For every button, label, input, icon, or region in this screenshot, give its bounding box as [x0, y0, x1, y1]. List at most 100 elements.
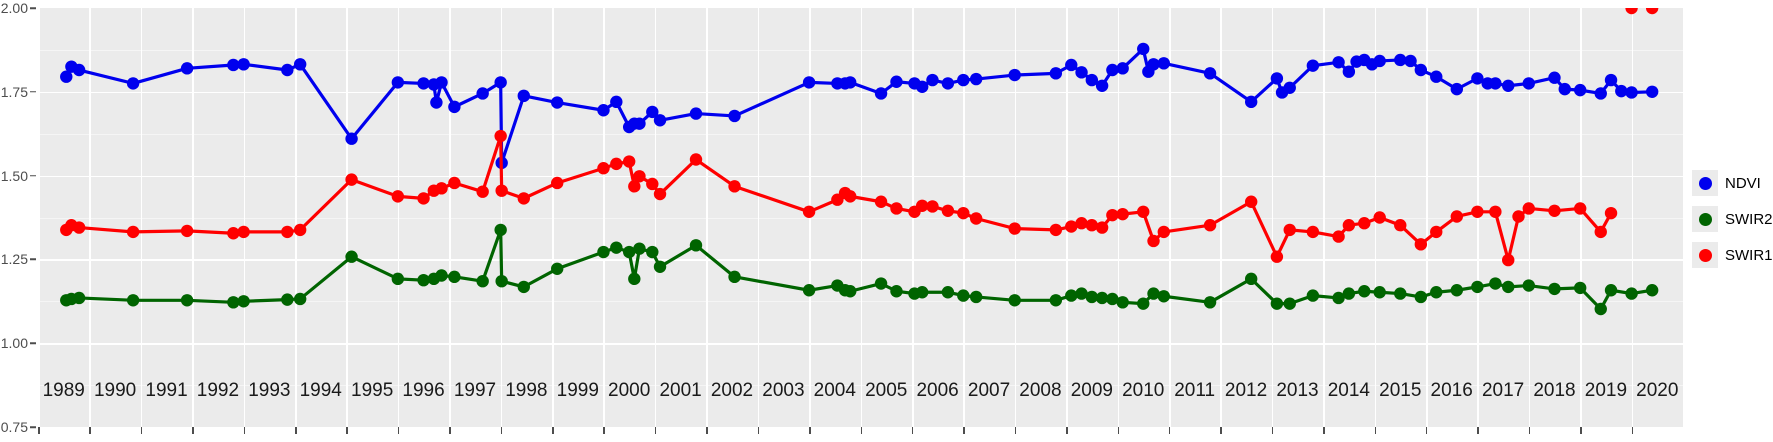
data-point [495, 184, 508, 197]
data-point [494, 129, 507, 143]
data-point [448, 100, 461, 114]
data-point [1157, 225, 1171, 239]
data-point [1430, 286, 1443, 299]
data-point [281, 293, 294, 306]
data-point [969, 72, 983, 86]
data-point [60, 70, 73, 83]
x-axis-tick-mark [1477, 427, 1479, 434]
x-axis-tick-label: 2013 [1276, 380, 1319, 401]
data-point [281, 225, 294, 239]
data-point [1065, 58, 1078, 72]
x-axis-tick-mark [89, 427, 91, 434]
data-point [1085, 219, 1099, 232]
x-axis-tick-mark [1631, 427, 1634, 434]
data-point [689, 239, 703, 252]
y-axis-tick-label: 1.75 [0, 83, 28, 100]
data-point [1522, 279, 1535, 292]
data-point [1522, 77, 1535, 90]
data-point [391, 76, 405, 89]
data-point [476, 185, 489, 198]
x-axis-tick-label: 1991 [145, 380, 188, 401]
x-axis-tick-mark [295, 427, 297, 434]
legend-label: NDVI [1725, 174, 1761, 192]
data-point [180, 62, 194, 75]
data-point [417, 273, 430, 287]
x-axis-tick-mark [911, 427, 914, 434]
plot-panel [38, 8, 1683, 427]
x-axis-tick-mark [140, 427, 143, 434]
data-point [622, 155, 636, 168]
x-axis-tick-mark [397, 427, 400, 434]
data-point [1522, 202, 1535, 215]
data-point [1414, 290, 1428, 304]
x-axis-tick-mark [1117, 427, 1120, 434]
data-point [957, 289, 970, 302]
data-point [1394, 219, 1407, 232]
data-point [1604, 206, 1618, 220]
x-axis-tick-mark [1528, 427, 1531, 434]
gridline-vertical [1425, 8, 1428, 427]
data-point [653, 114, 667, 127]
x-axis-tick-label: 2015 [1379, 380, 1422, 401]
gridline-vertical [706, 8, 708, 427]
x-axis-tick-mark [757, 427, 760, 434]
data-point [180, 224, 194, 238]
x-axis-tick-label: 2010 [1122, 380, 1165, 401]
y-axis-tick-label: 1.25 [0, 251, 28, 268]
x-axis-tick-label: 2014 [1327, 380, 1370, 401]
data-point [1065, 289, 1078, 302]
legend-label: SWIR2 [1725, 210, 1773, 228]
x-axis-tick-mark [1425, 427, 1428, 434]
data-point [941, 286, 955, 299]
data-point [551, 96, 564, 109]
data-point [689, 153, 703, 166]
series-swir2 [60, 223, 1659, 316]
data-point [1342, 219, 1356, 232]
data-point [622, 245, 636, 259]
data-point [1358, 285, 1371, 298]
data-point [689, 107, 703, 120]
x-axis-tick-mark [192, 427, 194, 434]
data-point [391, 190, 405, 203]
data-point [1558, 82, 1571, 96]
data-point [1137, 297, 1150, 310]
legend-item-swir1[interactable]: SWIR1 [1692, 242, 1773, 268]
data-point [237, 225, 250, 239]
data-point [476, 274, 489, 288]
data-point [1283, 81, 1296, 94]
y-axis-tick-label: 2.00 [0, 0, 28, 16]
data-point [969, 212, 983, 225]
data-point [1270, 250, 1284, 263]
x-axis-tick-mark [1323, 427, 1325, 434]
data-point [844, 76, 857, 89]
data-point [1573, 202, 1587, 215]
x-axis-tick-mark [603, 427, 605, 434]
y-axis-tick-mark [30, 258, 36, 261]
legend-item-swir2[interactable]: SWIR2 [1692, 206, 1773, 232]
data-point [610, 157, 623, 171]
data-point [802, 205, 816, 218]
data-point [1548, 204, 1561, 217]
gridline-vertical [243, 8, 246, 427]
data-point [597, 104, 610, 117]
data-point [517, 89, 530, 103]
data-point [1342, 65, 1356, 78]
data-point [1373, 54, 1386, 68]
data-point [1548, 71, 1561, 84]
legend-key-swatch [1692, 206, 1718, 232]
x-axis-tick-label: 2019 [1584, 380, 1628, 401]
legend-item-ndvi[interactable]: NDVI [1692, 170, 1773, 196]
data-point [517, 192, 530, 205]
data-point [926, 200, 939, 213]
data-point [1430, 225, 1443, 239]
data-point [227, 296, 240, 309]
series-ndvi [60, 42, 1659, 170]
data-point [1008, 68, 1021, 82]
data-point [1332, 56, 1345, 69]
data-point [293, 58, 307, 71]
data-point [551, 176, 564, 190]
data-point [1065, 220, 1078, 233]
gridline-vertical [500, 8, 503, 427]
y-axis-tick-mark [30, 174, 36, 177]
x-axis-tick-label: 2012 [1224, 380, 1268, 401]
